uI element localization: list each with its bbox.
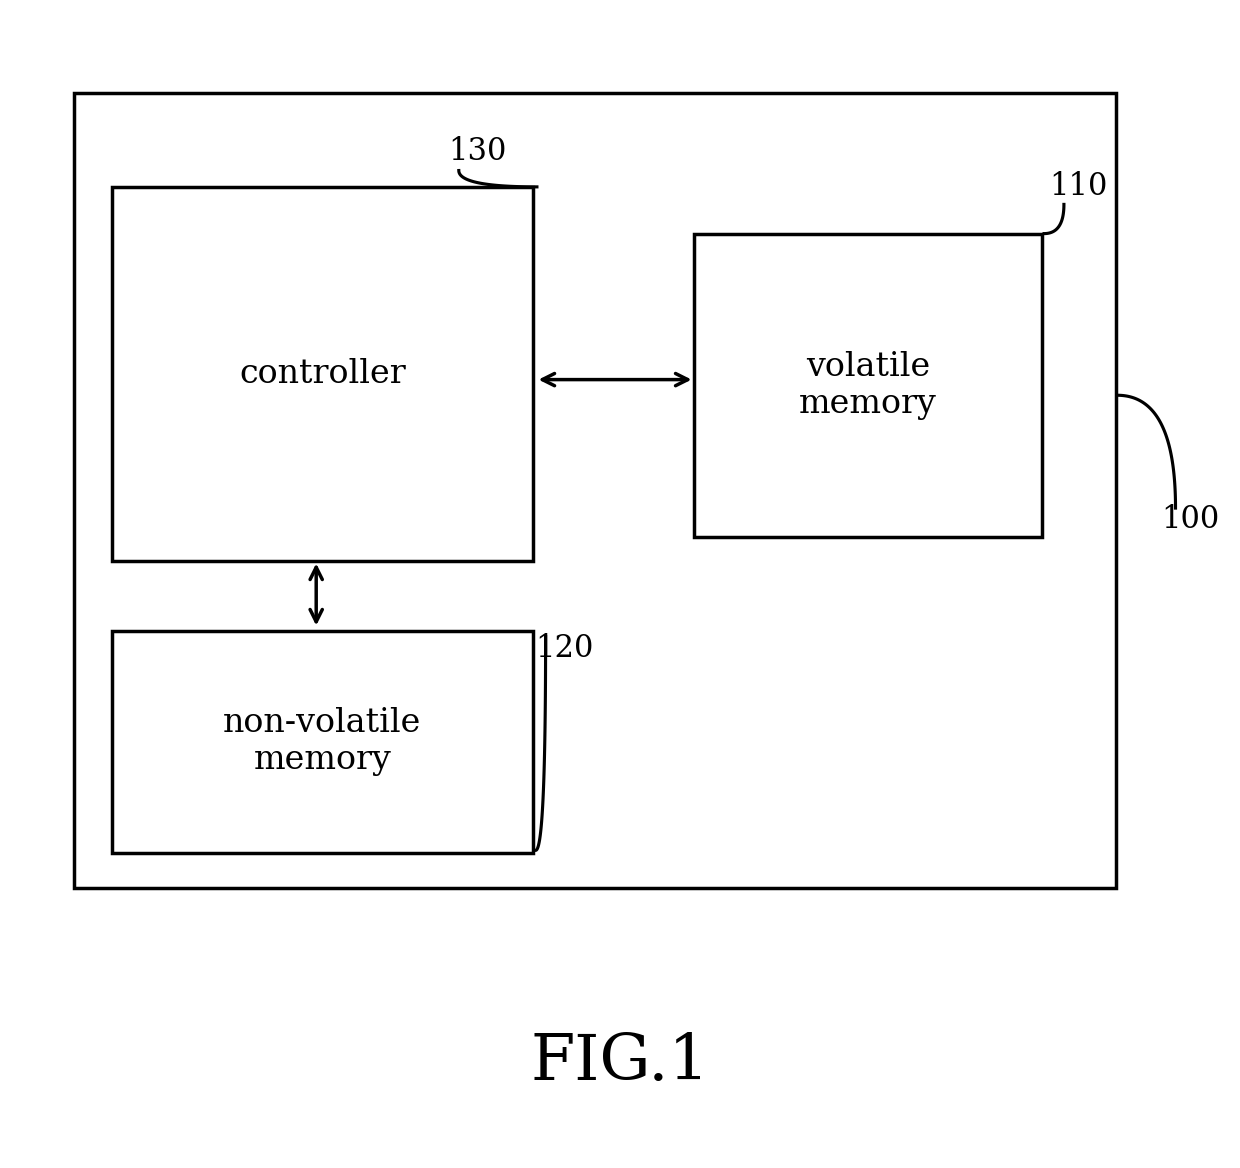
Text: non-volatile
memory: non-volatile memory — [223, 707, 422, 777]
Bar — [74, 93, 1116, 888]
Bar — [694, 234, 1042, 537]
Text: 110: 110 — [1049, 172, 1109, 202]
Text: volatile
memory: volatile memory — [799, 350, 937, 420]
Text: 120: 120 — [534, 633, 594, 663]
Bar — [112, 187, 533, 561]
Bar — [112, 631, 533, 853]
Text: 130: 130 — [448, 137, 507, 167]
Text: FIG.1: FIG.1 — [531, 1033, 709, 1093]
Text: controller: controller — [239, 357, 405, 390]
Text: 100: 100 — [1162, 505, 1219, 535]
